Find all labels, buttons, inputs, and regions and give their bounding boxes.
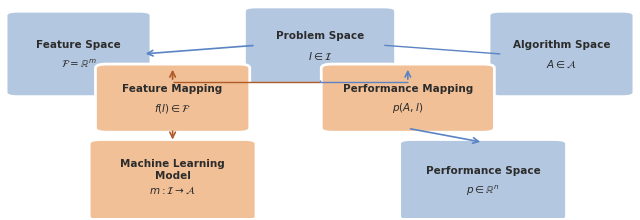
FancyBboxPatch shape <box>321 64 494 132</box>
FancyBboxPatch shape <box>6 11 151 97</box>
Text: Problem Space: Problem Space <box>276 31 364 41</box>
Text: $p(A, I)$: $p(A, I)$ <box>392 101 424 116</box>
Text: Algorithm Space: Algorithm Space <box>513 40 610 50</box>
Text: $I \in \mathcal{I}$: $I \in \mathcal{I}$ <box>308 50 332 62</box>
Text: Feature Space: Feature Space <box>36 40 121 50</box>
Text: $m: \mathcal{I} \rightarrow \mathcal{A}$: $m: \mathcal{I} \rightarrow \mathcal{A}$ <box>149 185 196 196</box>
FancyBboxPatch shape <box>399 139 566 220</box>
Text: $\mathcal{F} = \mathbb{R}^m$: $\mathcal{F} = \mathbb{R}^m$ <box>61 58 97 70</box>
Text: Machine Learning
Model: Machine Learning Model <box>120 159 225 181</box>
FancyBboxPatch shape <box>489 11 634 97</box>
Text: Feature Mapping: Feature Mapping <box>122 84 223 94</box>
Text: Performance Space: Performance Space <box>426 166 540 176</box>
FancyBboxPatch shape <box>89 139 256 220</box>
FancyBboxPatch shape <box>95 64 250 132</box>
FancyBboxPatch shape <box>244 7 396 84</box>
Text: $p \in \mathbb{R}^n$: $p \in \mathbb{R}^n$ <box>467 183 500 198</box>
Text: Performance Mapping: Performance Mapping <box>342 84 473 94</box>
Text: $A \in \mathcal{A}$: $A \in \mathcal{A}$ <box>546 59 577 70</box>
Text: $f(I) \in \mathcal{F}$: $f(I) \in \mathcal{F}$ <box>154 102 191 115</box>
